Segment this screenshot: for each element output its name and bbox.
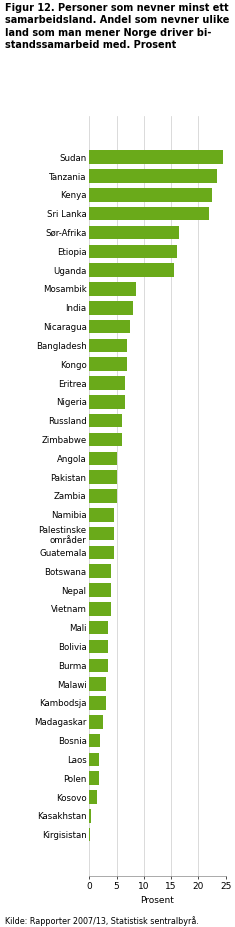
Bar — [89, 301, 133, 314]
Bar — [89, 678, 106, 691]
Bar — [89, 170, 217, 183]
Bar — [89, 658, 108, 672]
Bar — [89, 640, 108, 654]
Bar — [89, 809, 91, 822]
Bar — [89, 621, 108, 634]
Bar — [89, 791, 98, 804]
Bar — [89, 508, 114, 522]
Bar — [89, 263, 174, 277]
Bar — [89, 489, 117, 502]
Bar — [89, 734, 100, 747]
Bar — [89, 188, 212, 201]
Bar — [89, 320, 130, 334]
Bar — [89, 413, 122, 427]
Bar — [89, 207, 209, 221]
Bar — [89, 395, 125, 409]
Bar — [89, 282, 136, 296]
Bar — [89, 470, 117, 484]
Bar — [89, 245, 176, 258]
Bar — [89, 451, 117, 465]
Bar — [89, 358, 127, 371]
Bar — [89, 828, 90, 842]
Text: Figur 12. Personer som nevner minst ett
samarbeidsland. Andel som nevner ulike
l: Figur 12. Personer som nevner minst ett … — [5, 3, 229, 50]
Bar — [89, 753, 99, 767]
Bar — [89, 546, 114, 559]
Bar — [89, 338, 127, 352]
X-axis label: Prosent: Prosent — [141, 896, 174, 905]
Bar — [89, 225, 179, 239]
Bar — [89, 715, 103, 729]
Bar — [89, 527, 114, 540]
Bar — [89, 771, 99, 785]
Bar — [89, 150, 223, 164]
Bar — [89, 433, 122, 446]
Bar — [89, 376, 125, 390]
Text: Kilde: Rapporter 2007/13, Statistisk sentralbyrå.: Kilde: Rapporter 2007/13, Statistisk sen… — [5, 916, 199, 926]
Bar — [89, 696, 106, 710]
Bar — [89, 565, 111, 578]
Bar — [89, 583, 111, 597]
Bar — [89, 602, 111, 616]
